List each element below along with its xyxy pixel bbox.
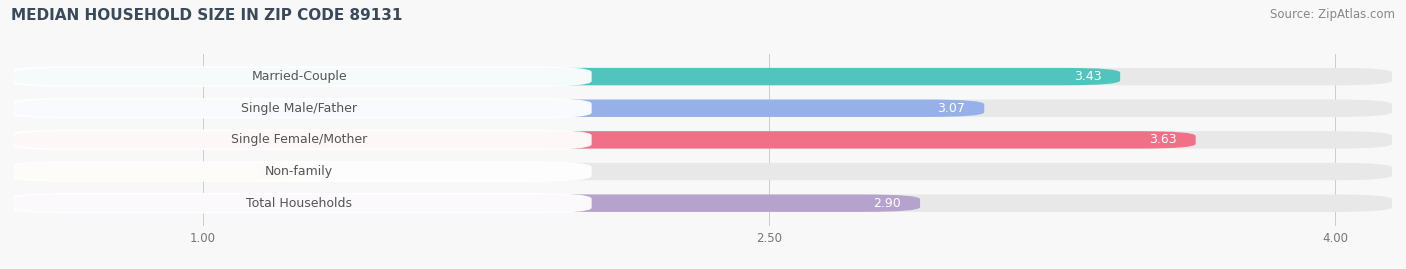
Text: 3.63: 3.63 [1149, 133, 1177, 146]
Text: Non-family: Non-family [264, 165, 333, 178]
Text: 3.07: 3.07 [938, 102, 966, 115]
FancyBboxPatch shape [14, 68, 1121, 85]
FancyBboxPatch shape [14, 163, 1392, 180]
FancyBboxPatch shape [7, 130, 592, 150]
Text: Married-Couple: Married-Couple [252, 70, 347, 83]
Text: 1.27: 1.27 [259, 165, 285, 178]
FancyBboxPatch shape [7, 98, 592, 119]
FancyBboxPatch shape [14, 131, 1392, 148]
Text: Single Male/Father: Single Male/Father [240, 102, 357, 115]
FancyBboxPatch shape [14, 194, 1392, 212]
Text: 2.90: 2.90 [873, 197, 901, 210]
FancyBboxPatch shape [14, 163, 305, 180]
FancyBboxPatch shape [14, 68, 1392, 85]
FancyBboxPatch shape [14, 131, 1195, 148]
FancyBboxPatch shape [14, 100, 984, 117]
FancyBboxPatch shape [14, 194, 920, 212]
FancyBboxPatch shape [7, 66, 592, 87]
Text: Total Households: Total Households [246, 197, 352, 210]
FancyBboxPatch shape [14, 100, 1392, 117]
Text: MEDIAN HOUSEHOLD SIZE IN ZIP CODE 89131: MEDIAN HOUSEHOLD SIZE IN ZIP CODE 89131 [11, 8, 402, 23]
Text: Source: ZipAtlas.com: Source: ZipAtlas.com [1270, 8, 1395, 21]
FancyBboxPatch shape [7, 161, 592, 182]
Text: 3.43: 3.43 [1074, 70, 1101, 83]
Text: Single Female/Mother: Single Female/Mother [231, 133, 367, 146]
FancyBboxPatch shape [7, 193, 592, 213]
